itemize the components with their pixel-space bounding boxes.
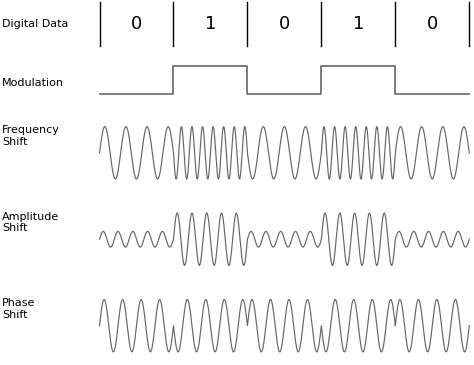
Text: Modulation: Modulation — [2, 78, 64, 88]
Text: Digital Data: Digital Data — [2, 19, 69, 29]
Text: 0: 0 — [279, 15, 290, 33]
Text: 1: 1 — [353, 15, 364, 33]
Text: 0: 0 — [131, 15, 142, 33]
Text: 0: 0 — [427, 15, 438, 33]
Text: 1: 1 — [205, 15, 216, 33]
Text: Phase
Shift: Phase Shift — [2, 298, 36, 320]
Text: Frequency
Shift: Frequency Shift — [2, 125, 60, 147]
Text: Amplitude
Shift: Amplitude Shift — [2, 212, 60, 233]
